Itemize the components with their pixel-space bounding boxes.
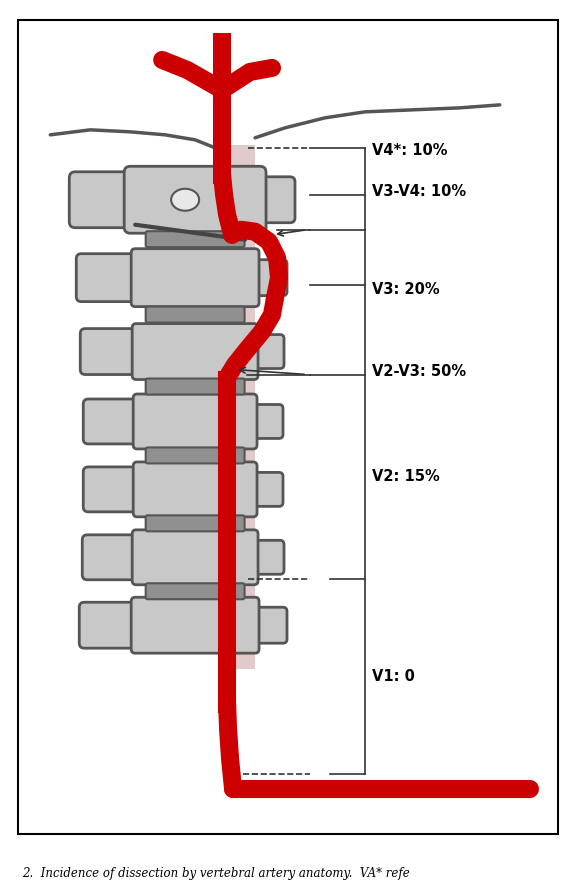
FancyBboxPatch shape: [132, 324, 258, 379]
FancyBboxPatch shape: [146, 231, 245, 247]
FancyBboxPatch shape: [79, 602, 144, 648]
FancyBboxPatch shape: [80, 329, 145, 375]
Text: V2: 15%: V2: 15%: [372, 469, 440, 484]
FancyBboxPatch shape: [132, 530, 258, 585]
FancyBboxPatch shape: [133, 394, 257, 449]
FancyBboxPatch shape: [82, 534, 145, 579]
FancyBboxPatch shape: [133, 462, 257, 517]
Ellipse shape: [171, 189, 199, 211]
FancyBboxPatch shape: [84, 467, 146, 512]
FancyBboxPatch shape: [146, 307, 245, 323]
FancyBboxPatch shape: [131, 249, 259, 307]
FancyBboxPatch shape: [146, 447, 245, 463]
FancyBboxPatch shape: [76, 254, 144, 302]
FancyBboxPatch shape: [131, 597, 259, 654]
FancyBboxPatch shape: [246, 334, 284, 369]
FancyBboxPatch shape: [247, 259, 287, 295]
Text: V3: 20%: V3: 20%: [372, 282, 440, 297]
FancyBboxPatch shape: [146, 515, 245, 531]
Text: V3-V4: 10%: V3-V4: 10%: [372, 184, 466, 199]
FancyBboxPatch shape: [124, 167, 266, 233]
Bar: [223, 145, 255, 669]
FancyBboxPatch shape: [84, 399, 146, 444]
FancyBboxPatch shape: [245, 405, 283, 438]
FancyBboxPatch shape: [146, 583, 245, 599]
FancyBboxPatch shape: [245, 473, 283, 506]
FancyBboxPatch shape: [247, 607, 287, 643]
Text: V1: 0: V1: 0: [372, 669, 415, 684]
Text: 2.  Incidence of dissection by vertebral artery anatomy.  VA* refe: 2. Incidence of dissection by vertebral …: [23, 867, 410, 880]
FancyBboxPatch shape: [250, 176, 295, 223]
FancyBboxPatch shape: [246, 541, 284, 574]
Text: V4*: 10%: V4*: 10%: [372, 143, 447, 158]
FancyBboxPatch shape: [146, 378, 245, 394]
Text: V2-V3: 50%: V2-V3: 50%: [372, 364, 466, 379]
FancyBboxPatch shape: [69, 172, 141, 228]
